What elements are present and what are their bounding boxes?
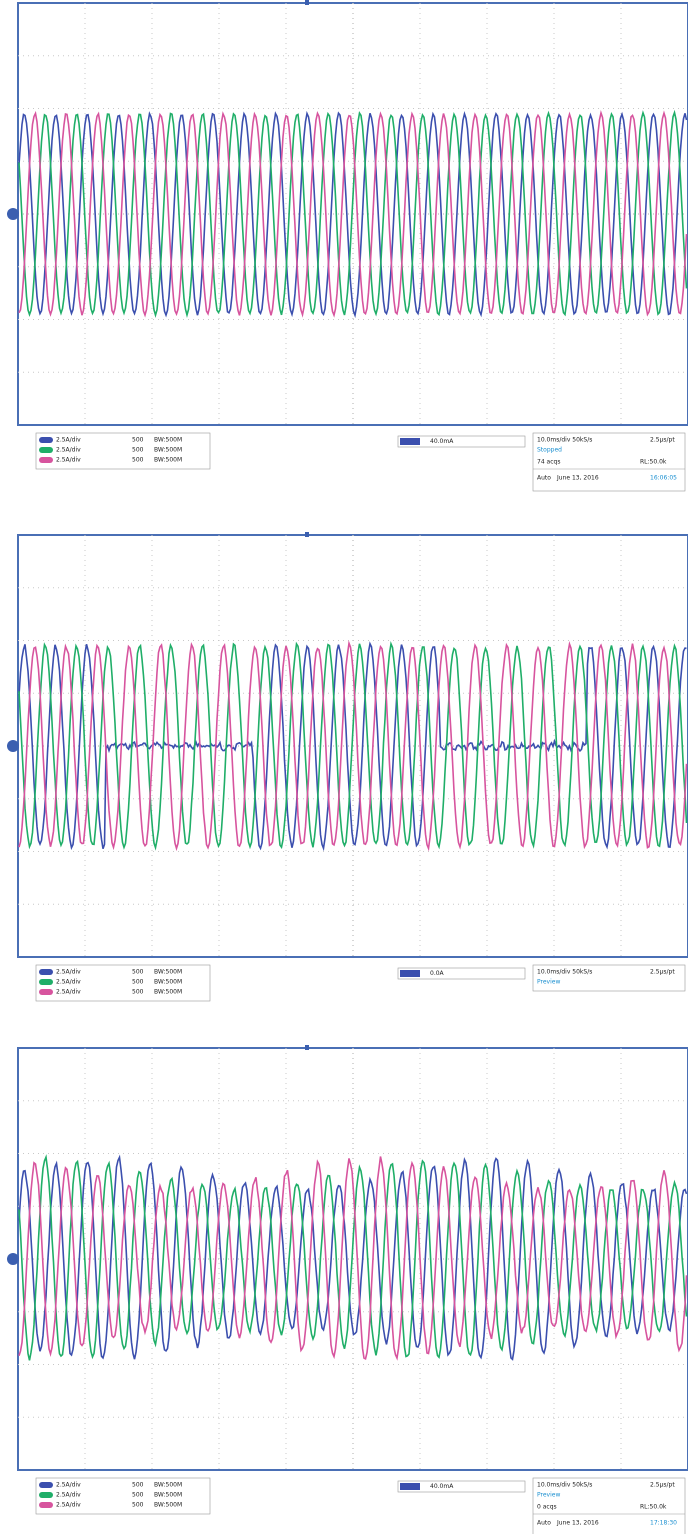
timebase: 10.0ms/div 50kS/s [537, 969, 592, 976]
timebase: 10.0ms/div 50kS/s [537, 1482, 592, 1489]
channel-chip [39, 1482, 53, 1488]
record-length: RL:50.0k [640, 459, 667, 466]
channel-scale: 2.5A/div [56, 447, 81, 454]
resolution: 2.5µs/pt [650, 969, 675, 976]
scope-panel: 2.5A/div 500 BW:500M 2.5A/div 500 BW:500M 2.5A… [7, 532, 688, 1001]
page: 2.5A/div 500 BW:500M 2.5A/div 500 BW:500M 2.5A… [0, 0, 688, 1534]
channel-offset: 500 [132, 969, 144, 976]
channel-bandwidth: BW:500M [154, 447, 182, 454]
channel-chip [39, 989, 53, 995]
resolution: 2.5µs/pt [650, 437, 675, 444]
channel-chip [39, 457, 53, 463]
time: 17:18:30 [650, 1520, 677, 1527]
channel-scale: 2.5A/div [56, 457, 81, 464]
channel-chip [39, 979, 53, 985]
trigger-chip [400, 1483, 420, 1490]
channel-scale: 2.5A/div [56, 437, 81, 444]
channel-bandwidth: BW:500M [154, 1502, 182, 1509]
channel-bandwidth: BW:500M [154, 979, 182, 986]
record-length: RL:50.0k [640, 1504, 667, 1511]
ground-marker [7, 740, 19, 752]
channel-offset: 500 [132, 1482, 144, 1489]
channel-chip [39, 969, 53, 975]
channel-offset: 500 [132, 989, 144, 996]
trigger-marker [305, 0, 309, 5]
channel-chip [39, 1492, 53, 1498]
trigger-chip [400, 970, 420, 977]
channel-scale: 2.5A/div [56, 979, 81, 986]
scope-panel: 2.5A/div 500 BW:500M 2.5A/div 500 BW:500M 2.5A… [7, 1045, 688, 1534]
ground-marker [7, 1253, 19, 1265]
channel-offset: 500 [132, 447, 144, 454]
channel-scale: 2.5A/div [56, 1492, 81, 1499]
channel-bandwidth: BW:500M [154, 989, 182, 996]
channel-offset: 500 [132, 1502, 144, 1509]
acq-state: Stopped [537, 447, 562, 454]
scope-panel: 2.5A/div 500 BW:500M 2.5A/div 500 BW:500M 2.5A… [7, 0, 688, 491]
acquisitions: 74 acqs [537, 459, 560, 466]
channel-bandwidth: BW:500M [154, 969, 182, 976]
trigger-chip [400, 438, 420, 445]
channel-chip [39, 437, 53, 443]
channel-offset: 500 [132, 437, 144, 444]
date: June 13, 2016 [556, 475, 599, 482]
channel-scale: 2.5A/div [56, 989, 81, 996]
trigger-level: 40.0mA [430, 1483, 454, 1490]
channel-scale: 2.5A/div [56, 1502, 81, 1509]
acq-state: Preview [537, 979, 560, 986]
timebase: 10.0ms/div 50kS/s [537, 437, 592, 444]
channel-bandwidth: BW:500M [154, 1482, 182, 1489]
channel-scale: 2.5A/div [56, 1482, 81, 1489]
date: June 13, 2016 [556, 1520, 599, 1527]
channel-chip [39, 447, 53, 453]
channel-offset: 500 [132, 457, 144, 464]
trigger-marker [305, 532, 309, 537]
trigger-mode: Auto [537, 1520, 551, 1527]
time: 16:06:05 [650, 475, 677, 482]
trigger-level: 0.0A [430, 970, 445, 977]
acq-state: Preview [537, 1492, 560, 1499]
resolution: 2.5µs/pt [650, 1482, 675, 1489]
channel-chip [39, 1502, 53, 1508]
channel-offset: 500 [132, 1492, 144, 1499]
channel-bandwidth: BW:500M [154, 1492, 182, 1499]
channel-bandwidth: BW:500M [154, 457, 182, 464]
channel-offset: 500 [132, 979, 144, 986]
channel-bandwidth: BW:500M [154, 437, 182, 444]
trigger-level: 40.0mA [430, 438, 454, 445]
trigger-marker [305, 1045, 309, 1050]
acquisitions: 0 acqs [537, 1504, 557, 1511]
channel-scale: 2.5A/div [56, 969, 81, 976]
ground-marker [7, 208, 19, 220]
trigger-mode: Auto [537, 475, 551, 482]
